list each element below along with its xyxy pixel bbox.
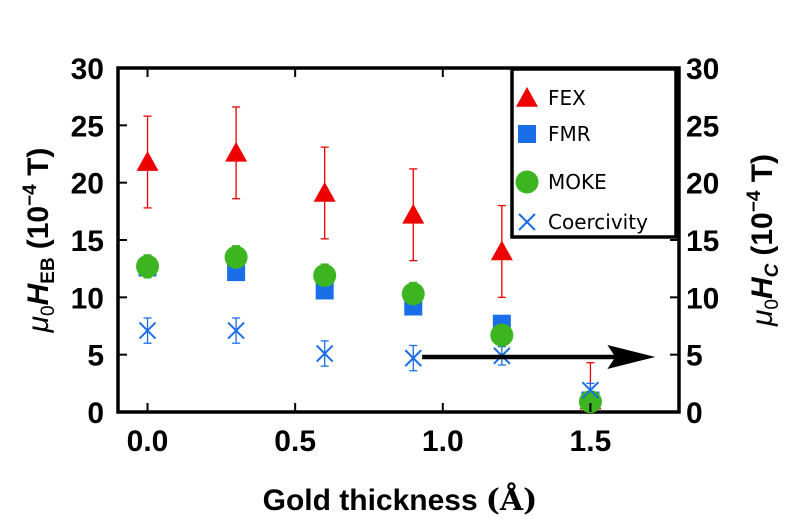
point-moke [490, 323, 514, 347]
legend-label-moke: MOKE [548, 170, 607, 194]
point-moke [401, 282, 425, 306]
y-tick-label-right: 0 [686, 397, 703, 430]
legend: FEX FMR MOKE Coercivity [510, 67, 678, 239]
point-coercivity [138, 321, 157, 340]
legend-item-fex: FEX [516, 86, 586, 110]
y-tick-label-left: 25 [71, 110, 104, 143]
y-tick-label-left: 0 [87, 397, 104, 430]
legend-label-coercivity: Coercivity [548, 210, 648, 234]
y-axis-label-left: μ0HEB(10−4 T) [20, 148, 59, 334]
y-tick-label-right: 20 [686, 168, 719, 201]
y-tick-label-right: 5 [686, 340, 703, 373]
x-tick-label: 1.0 [422, 425, 464, 458]
x-tick-label: 1.5 [570, 425, 612, 458]
axis-ticks: 0.0 0.5 1.0 1.5 0 0 5 5 10 10 15 15 20 20 25 25 30 30 [71, 53, 720, 458]
legend-label-fmr: FMR [548, 122, 591, 146]
point-moke [313, 264, 337, 288]
y-tick-label-left: 5 [87, 340, 104, 373]
y-tick-label-left: 30 [71, 53, 104, 86]
arrow-annotation [422, 344, 656, 369]
x-tick-label: 0.0 [127, 425, 169, 458]
point-moke [136, 254, 160, 278]
point-fex [402, 203, 425, 224]
legend-item-fmr: FMR [518, 122, 591, 146]
y-tick-label-right: 15 [686, 225, 719, 258]
x-axis-label: Gold thickness (Å) [263, 482, 538, 518]
y-tick-label-right: 10 [686, 282, 719, 315]
legend-item-coercivity: Coercivity [518, 210, 648, 234]
legend-box [510, 67, 678, 239]
legend-marker-fex [516, 87, 538, 107]
point-moke [224, 245, 248, 269]
point-fex [313, 181, 336, 202]
legend-label-fex: FEX [548, 86, 586, 110]
point-coercivity [227, 321, 245, 340]
y-tick-label-left: 15 [71, 225, 104, 258]
point-coercivity [581, 381, 600, 399]
legend-marker-fmr [518, 125, 536, 143]
y-tick-label-left: 20 [71, 168, 104, 201]
y-axis-label-right: μ0HC(10−4 T) [744, 154, 783, 327]
y-tick-label-right: 30 [686, 53, 719, 86]
arrow-head [607, 344, 656, 369]
x-tick-label: 0.5 [274, 425, 316, 458]
legend-marker-moke [515, 170, 539, 194]
point-coercivity [404, 349, 422, 367]
point-coercivity [315, 344, 334, 363]
y-tick-label-left: 10 [71, 282, 104, 315]
legend-marker-coercivity [518, 213, 536, 231]
y-tick-label-right: 25 [686, 110, 719, 143]
data-markers [136, 141, 602, 414]
legend-item-moke: MOKE [515, 170, 607, 194]
point-fex [225, 141, 248, 162]
point-fex [490, 240, 513, 261]
point-fex [136, 151, 159, 171]
